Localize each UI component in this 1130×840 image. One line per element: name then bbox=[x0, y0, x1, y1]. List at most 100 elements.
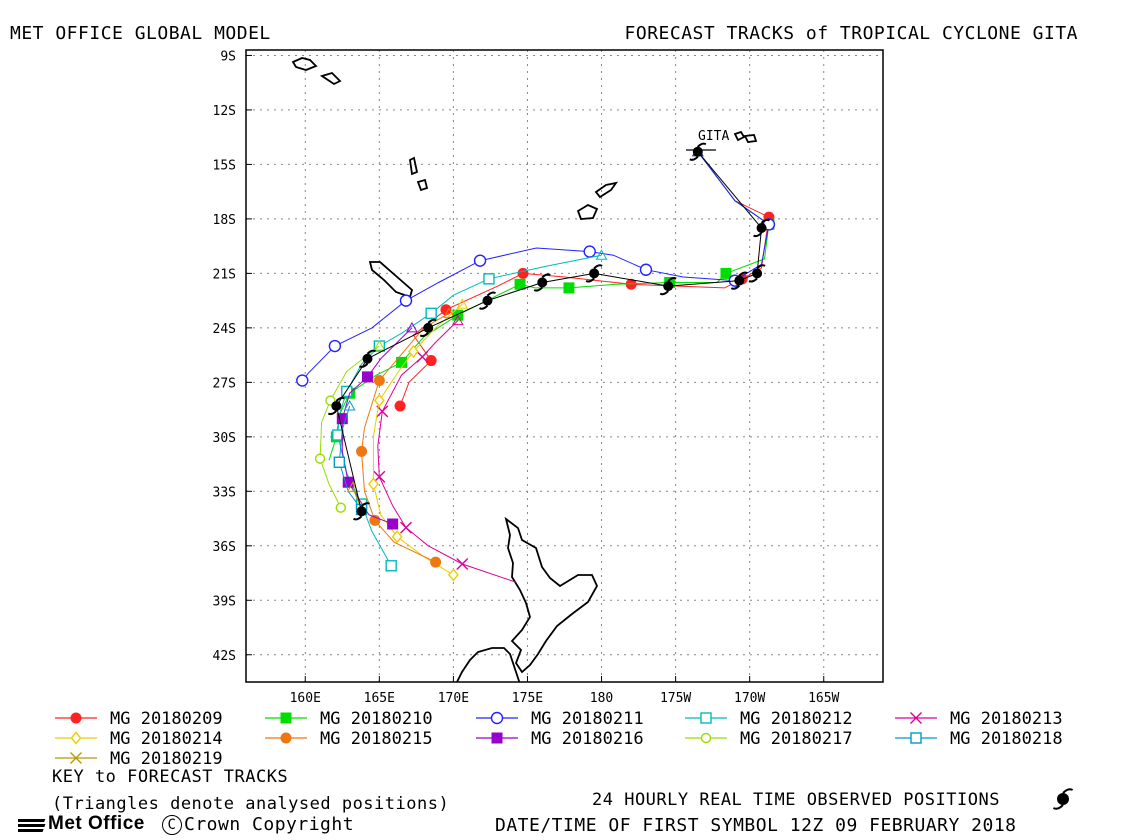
track-line bbox=[372, 303, 463, 576]
track-point bbox=[430, 556, 442, 568]
observed-cyclone-icon bbox=[730, 271, 748, 290]
observed-cyclone-icon bbox=[533, 273, 551, 292]
track-point bbox=[425, 307, 437, 320]
track-point bbox=[583, 245, 596, 258]
track-mg-20180215 bbox=[356, 307, 455, 568]
x-tick-label: 175E bbox=[512, 691, 543, 706]
legend-entry-8: MG 20180216 bbox=[476, 729, 644, 749]
track-point bbox=[369, 514, 381, 526]
track-point bbox=[333, 456, 346, 468]
y-tick-label: 33S bbox=[213, 485, 236, 500]
legend-marker bbox=[490, 711, 504, 725]
observed-cyclone-icon bbox=[659, 276, 677, 296]
track-point bbox=[328, 339, 342, 353]
observed-cyclone-icon bbox=[585, 264, 603, 283]
observed-cyclone-icon bbox=[753, 218, 771, 238]
y-tick-label: 27S bbox=[213, 376, 236, 391]
observed-cyclone-icon bbox=[358, 349, 376, 368]
legend-entry-11: MG 20180219 bbox=[55, 749, 223, 769]
land-vanuatu-2 bbox=[416, 178, 429, 192]
copyright-notice: C Crown Copyright bbox=[162, 814, 354, 835]
header-model-title: MET OFFICE GLOBAL MODEL bbox=[10, 23, 271, 44]
key-note: (Triangles denote analysed positions) bbox=[52, 794, 450, 814]
track-point bbox=[456, 557, 469, 570]
legend-marker bbox=[910, 712, 922, 724]
legend-entry-3: MG 20180211 bbox=[476, 709, 644, 729]
track-point bbox=[440, 304, 452, 316]
met-office-logo: Met Office bbox=[16, 813, 145, 835]
analysed-triangle bbox=[406, 321, 418, 333]
observed-cyclone-icon bbox=[748, 264, 766, 283]
y-tick-label: 18S bbox=[213, 213, 236, 228]
track-point bbox=[399, 294, 413, 307]
track-point bbox=[720, 267, 732, 279]
legend-entry-2: MG 20180210 bbox=[265, 709, 433, 729]
track-point bbox=[373, 375, 385, 387]
y-tick-label: 21S bbox=[213, 267, 236, 282]
observed-cyclone-icon bbox=[689, 142, 707, 161]
observed-symbol-icon bbox=[1052, 788, 1074, 810]
track-line bbox=[328, 151, 770, 461]
land-nz-south bbox=[455, 647, 521, 682]
storm-name-label: GITA bbox=[698, 129, 729, 144]
track-point bbox=[373, 393, 385, 408]
track-point bbox=[447, 568, 459, 582]
land-tonga-2 bbox=[743, 134, 758, 143]
track-point bbox=[387, 518, 399, 530]
y-tick-label: 36S bbox=[213, 540, 236, 555]
legend-marker bbox=[280, 712, 292, 724]
x-tick-label: 160E bbox=[290, 691, 321, 706]
land-fiji-1 bbox=[576, 203, 599, 220]
track-line bbox=[301, 151, 770, 381]
forecast-tracks bbox=[296, 145, 776, 583]
legend: MG 20180209 MG 20180210 MG 20180211 MG 2018… bbox=[55, 709, 1063, 769]
legend-entry-10: MG 20180218 bbox=[895, 729, 1063, 749]
track-point bbox=[391, 530, 403, 544]
land-tonga bbox=[733, 130, 746, 142]
observed-positions-label: 24 HOURLY REAL TIME OBSERVED POSITIONS bbox=[592, 790, 1000, 810]
legend-label: MG 20180213 bbox=[950, 709, 1063, 729]
legend-marker bbox=[910, 732, 922, 744]
land-outlines bbox=[291, 57, 758, 682]
met-office-logo-text: Met Office bbox=[48, 813, 145, 834]
analysed-triangle bbox=[443, 307, 455, 318]
observed-cyclone-icon bbox=[419, 318, 437, 337]
x-tick-label: 170E bbox=[438, 691, 469, 706]
land-samoa-2 bbox=[319, 71, 342, 86]
legend-entry-7: MG 20180215 bbox=[265, 729, 433, 749]
axis-ticks: 160E 165E 170E 175E 180 175W 170W 165W 9S 12S 15S 1… bbox=[213, 49, 840, 706]
key-title: KEY to FORECAST TRACKS bbox=[52, 767, 289, 787]
track-point bbox=[356, 445, 368, 457]
header-chart-title: FORECAST TRACKS of TROPICAL CYCLONE GITA bbox=[624, 23, 1078, 44]
observed-cyclone-icon bbox=[478, 291, 496, 310]
analysed-triangle bbox=[343, 399, 356, 411]
legend-marker bbox=[70, 752, 82, 764]
observed-positions bbox=[327, 142, 771, 521]
track-point bbox=[396, 356, 408, 368]
track-point bbox=[394, 400, 406, 412]
met-office-logo-icon bbox=[16, 817, 48, 832]
track-point bbox=[425, 355, 437, 367]
copyright-text: Crown Copyright bbox=[184, 814, 355, 835]
x-tick-label: 165W bbox=[808, 691, 839, 706]
track-point bbox=[399, 521, 412, 534]
legend-label: MG 20180215 bbox=[320, 729, 433, 749]
track-point bbox=[416, 350, 429, 363]
track-point bbox=[367, 477, 379, 491]
legend-marker bbox=[491, 732, 503, 744]
track-mg-20180211 bbox=[296, 145, 776, 387]
legend-label: MG 20180211 bbox=[531, 709, 644, 729]
legend-label: MG 20180210 bbox=[320, 709, 433, 729]
track-mg-20180214 bbox=[367, 298, 469, 582]
legend-label: MG 20180214 bbox=[110, 729, 223, 749]
legend-marker bbox=[70, 712, 82, 724]
y-tick-label: 12S bbox=[213, 104, 236, 119]
land-nz-north bbox=[504, 516, 599, 674]
legend-label: MG 20180212 bbox=[740, 709, 853, 729]
observed-cyclone-icon bbox=[353, 502, 371, 521]
analysed-triangle bbox=[373, 339, 386, 351]
track-point bbox=[335, 502, 347, 513]
track-point bbox=[483, 273, 495, 285]
land-vanuatu-1 bbox=[409, 156, 419, 176]
